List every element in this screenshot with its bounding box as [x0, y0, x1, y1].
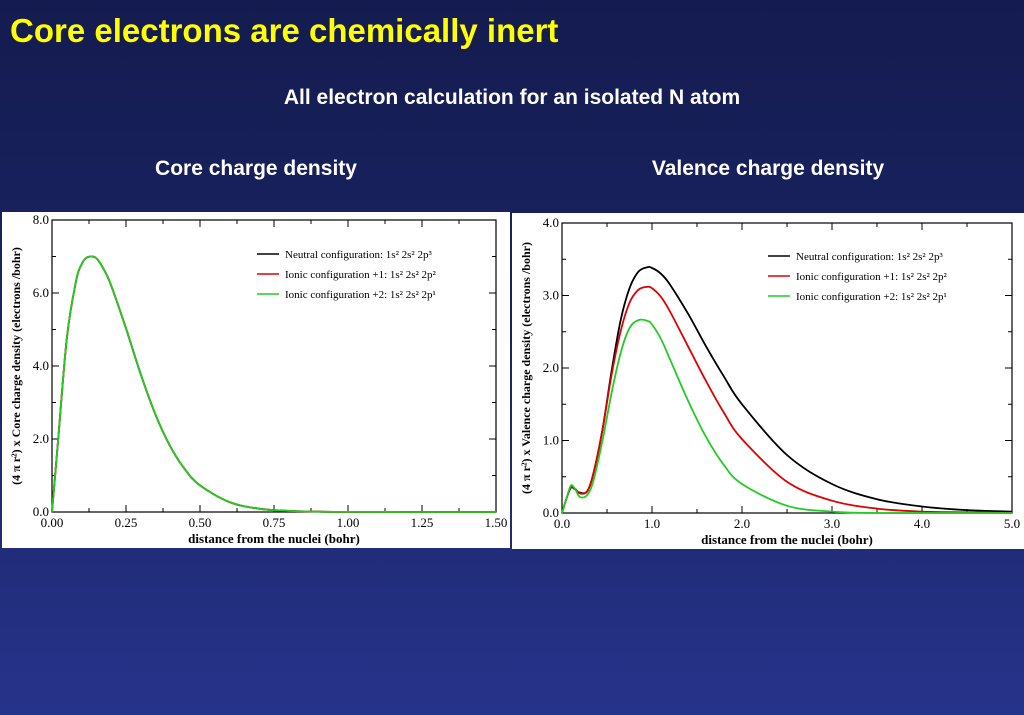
valence-plot-frame	[561, 222, 1013, 514]
valence-y-tick-label: 3.0	[543, 288, 559, 303]
valence-series-line-3	[561, 318, 1012, 514]
core-x-tick-label: 1.00	[337, 515, 360, 530]
valence-x-tick-label: 0.0	[554, 516, 570, 531]
slide-subtitle: All electron calculation for an isolated…	[283, 86, 741, 109]
valence-legend-label-1: Neutral configuration: 1s² 2s² 2p³	[796, 251, 943, 263]
valence-y-tick-label: 0.0	[543, 505, 559, 520]
valence-density-chart: 0.0 1.0 2.0 3.0 4.0 5.0 0.0 1.0 2.0 3.0 4.0 distanc…	[512, 213, 1024, 549]
core-y-tick-label: 0.0	[33, 504, 49, 519]
core-panel-title: Core charge density	[155, 157, 357, 180]
core-x-tick-label: 1.25	[411, 515, 434, 530]
valence-x-tick-label: 5.0	[1004, 516, 1020, 531]
valence-y-tick-label: 4.0	[543, 215, 559, 230]
core-x-tick-label: 1.50	[485, 515, 508, 530]
core-density-chart-svg: 0.00 0.25 0.50 0.75 1.00 1.25 1.50 0.0 2.0 4.0 6.0…	[9, 212, 508, 546]
core-series-line-3	[51, 255, 496, 513]
valence-legend-label-3: Ionic configuration +2: 1s² 2s² 2p¹	[796, 291, 947, 303]
valence-legend-label-2: Ionic configuration +1: 1s² 2s² 2p²	[796, 271, 948, 283]
valence-y-axis-label: (4 π r²) x Valence charge density (elect…	[519, 242, 533, 494]
valence-x-tick-label: 2.0	[734, 516, 750, 531]
valence-x-tick-label: 1.0	[644, 516, 660, 531]
core-y-tick-label: 2.0	[33, 431, 49, 446]
core-y-tick-label: 6.0	[33, 285, 49, 300]
valence-panel-title: Valence charge density	[651, 157, 885, 180]
core-legend-label-3: Ionic configuration +2: 1s² 2s² 2p¹	[285, 289, 436, 301]
valence-y-tick-label: 1.0	[543, 433, 559, 448]
core-x-tick-label: 0.50	[189, 515, 212, 530]
core-y-tick-label: 8.0	[33, 212, 49, 227]
core-x-tick-label: 0.25	[115, 515, 138, 530]
core-x-axis-label: distance from the nuclei (bohr)	[188, 531, 360, 546]
valence-x-tick-label: 4.0	[914, 516, 930, 531]
core-legend-label-1: Neutral configuration: 1s² 2s² 2p³	[285, 249, 432, 261]
core-x-tick-label: 0.75	[263, 515, 286, 530]
valence-y-tick-label: 2.0	[543, 360, 559, 375]
core-y-tick-label: 4.0	[33, 358, 49, 373]
core-density-chart: 0.00 0.25 0.50 0.75 1.00 1.25 1.50 0.0 2.0 4.0 6.0…	[2, 212, 510, 548]
slide-title: Core electrons are chemically inert	[10, 12, 559, 49]
valence-series-line-2	[561, 285, 1013, 514]
core-plot-frame	[51, 219, 497, 513]
core-y-axis-label: (4 π r²) x Core charge density (electron…	[9, 247, 23, 485]
valence-density-chart-svg: 0.0 1.0 2.0 3.0 4.0 5.0 0.0 1.0 2.0 3.0 4.0 distanc…	[519, 215, 1020, 547]
core-legend-label-2: Ionic configuration +1: 1s² 2s² 2p²	[285, 269, 437, 281]
valence-x-axis-label: distance from the nuclei (bohr)	[701, 532, 873, 547]
core-x-tick-label: 0.00	[41, 515, 64, 530]
valence-x-tick-label: 3.0	[824, 516, 840, 531]
